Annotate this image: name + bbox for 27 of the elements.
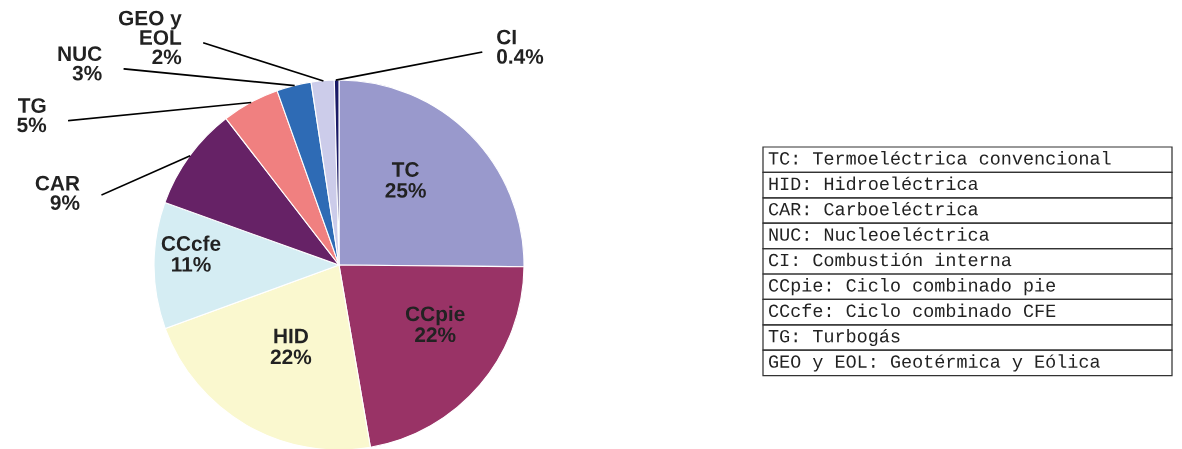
data-label: 11% <box>172 257 211 272</box>
data-label: 22% <box>270 349 312 365</box>
text: TC: Termoeléctrica convencional <box>768 151 1111 165</box>
text: CAR: Carboeléctrica <box>769 201 978 216</box>
text: CCcfe: Ciclo combinado CFE <box>769 303 1056 318</box>
slice-label: GEO y EOL <box>118 10 182 45</box>
slice-label: NUC <box>58 46 102 62</box>
data-label: 9% <box>50 195 80 210</box>
text: HID: Hidroeléctrica <box>769 176 978 191</box>
data-label: 5% <box>17 117 47 133</box>
slice-label: CI <box>497 29 516 45</box>
text: GEO y EOL: Geotérmica y Eólica <box>769 354 1100 372</box>
slice-label: TG <box>18 98 46 113</box>
data-label: 0.4% <box>497 49 544 64</box>
data-label: 22% <box>415 327 456 343</box>
slice-label: HID <box>274 328 308 344</box>
slice-label: CCpie <box>405 305 465 326</box>
text: NUC: Nucleoeléctrica <box>769 227 990 241</box>
text: CI: Combustión interna <box>769 252 1012 267</box>
slice-label: CAR <box>35 175 80 191</box>
text: TG: Turbogás <box>768 328 900 347</box>
data-label: 25% <box>385 183 426 198</box>
data-label: 3% <box>72 65 102 81</box>
text: CCpie: Ciclo combinado pie <box>769 278 1055 296</box>
slice-label: TC <box>391 162 419 177</box>
data-label: 2% <box>152 49 182 65</box>
slice-label: CCcfe <box>161 235 221 251</box>
